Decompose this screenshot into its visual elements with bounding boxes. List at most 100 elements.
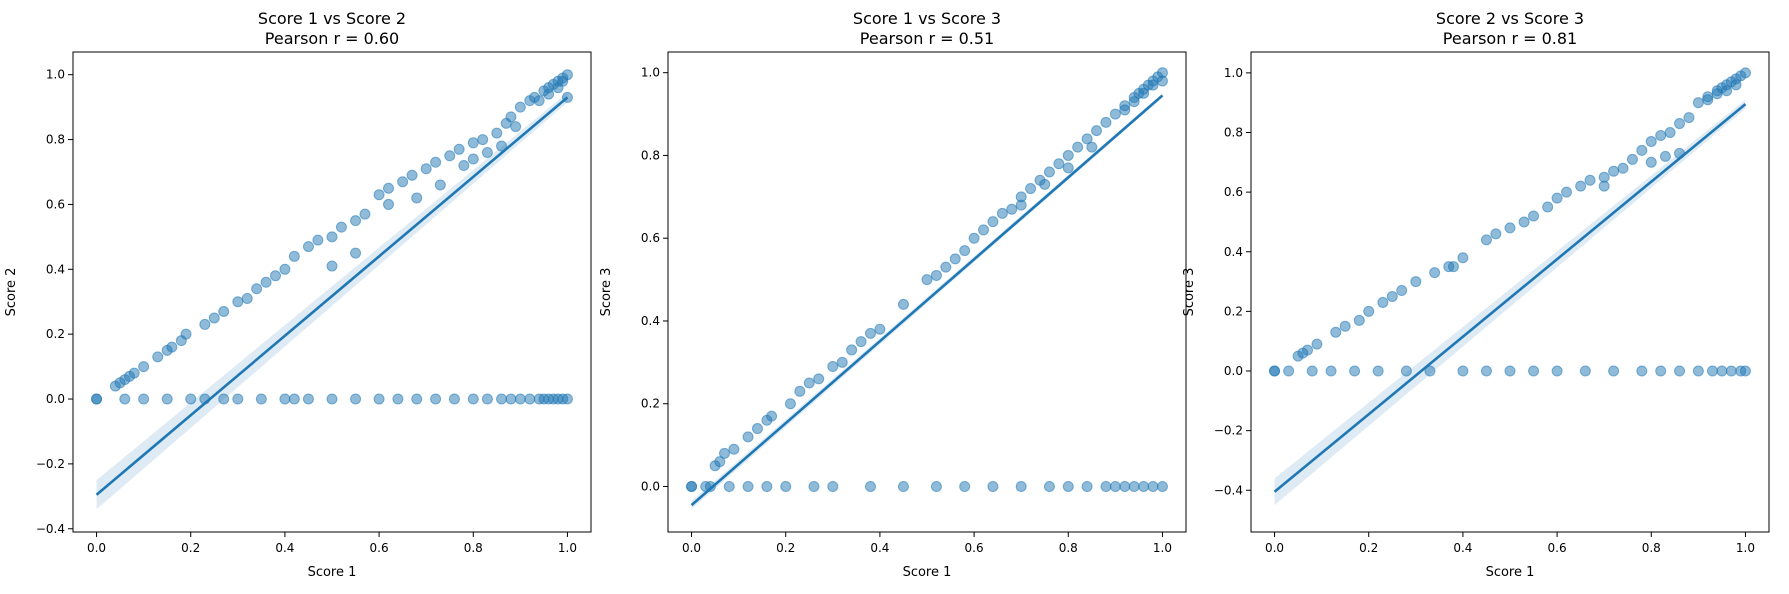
scatter-point: [496, 140, 508, 152]
scatter-point: [794, 385, 806, 397]
x-tick-label: 0.2: [181, 541, 200, 555]
scatter-point: [510, 121, 522, 133]
scatter-point: [1386, 290, 1398, 302]
scatter-point: [1062, 149, 1074, 161]
scatter-point: [1283, 365, 1295, 377]
scatter-point: [1269, 365, 1281, 377]
scatter-point: [1551, 192, 1563, 204]
chart-title: Score 2 vs Score 3: [1436, 9, 1584, 28]
scatter-point: [430, 393, 442, 405]
scatter-point: [1655, 365, 1667, 377]
confidence-band: [1274, 99, 1746, 506]
scatter-point: [1053, 158, 1065, 170]
y-axis-label: Score 2: [4, 268, 19, 317]
scatter-point: [968, 232, 980, 244]
x-tick-label: 0.0: [1265, 541, 1284, 555]
scatter-point: [1716, 365, 1728, 377]
y-axis-label: Score 3: [599, 268, 614, 317]
scatter-point: [1518, 216, 1530, 228]
scatter-point: [1349, 365, 1361, 377]
scatter-point: [897, 480, 909, 492]
scatter-point: [1138, 87, 1150, 99]
scatter-point: [481, 147, 493, 159]
scatter-point: [1043, 166, 1055, 178]
y-tick-label: −0.4: [1214, 483, 1243, 497]
chart-subtitle: Pearson r = 0.51: [860, 29, 994, 48]
scatter-point: [1119, 104, 1131, 116]
scatter-point: [543, 88, 555, 100]
scatter-point: [302, 393, 314, 405]
scatter-point: [467, 137, 479, 149]
chart-panel-3: 0.0 0.2 0.4 0.6 0.8 1.0 −0.4 −0.2 0.0 0.2 0.4 0.6 0.…: [1182, 9, 1770, 580]
scatter-point: [784, 398, 796, 410]
scatter-point: [397, 176, 409, 188]
scatter-point: [864, 327, 876, 339]
scatter-point: [930, 480, 942, 492]
scatter-point: [1400, 365, 1412, 377]
scatter-point: [251, 283, 263, 295]
axes-frame: [72, 51, 592, 533]
scatter-point: [1711, 88, 1723, 100]
scatter-point: [514, 101, 526, 113]
scatter-point: [1551, 365, 1563, 377]
y-tick-label: 0.0: [641, 479, 660, 493]
scatter-point: [827, 360, 839, 372]
scatter-point: [1542, 201, 1554, 213]
scatter-point: [1156, 480, 1168, 492]
scatter-point: [1062, 480, 1074, 492]
scatter-point: [383, 198, 395, 210]
scatter-point: [335, 221, 347, 233]
scatter-point: [1006, 203, 1018, 215]
plot-area: [91, 69, 573, 510]
scatter-point: [496, 393, 508, 405]
x-tick-label: 1.0: [1153, 541, 1172, 555]
scatter-point: [1306, 365, 1318, 377]
scatter-point: [1457, 252, 1469, 264]
scatter-point: [1608, 165, 1620, 177]
scatter-point: [1156, 75, 1168, 87]
scatter-point: [434, 179, 446, 191]
scatter-point: [1480, 234, 1492, 246]
y-tick-label: 0.2: [1224, 304, 1243, 318]
scatter-point: [1100, 480, 1112, 492]
scatter-point: [373, 189, 385, 201]
scatter-point: [218, 393, 230, 405]
scatter-point: [444, 150, 456, 162]
scatter-point: [930, 269, 942, 281]
scatter-point: [1721, 85, 1733, 97]
scatter-point: [1325, 365, 1337, 377]
scatter-point: [1561, 186, 1573, 198]
y-tick-label: −0.2: [1214, 424, 1243, 438]
scatter-point: [288, 250, 300, 262]
scatter-point: [1302, 344, 1314, 356]
regression-line: [1273, 103, 1747, 493]
scatter-point: [279, 263, 291, 275]
scatter-point: [1692, 365, 1704, 377]
scatter-point: [836, 356, 848, 368]
x-axis-label: Score 1: [903, 565, 952, 580]
y-tick-label: 1.0: [46, 68, 65, 82]
scatter-point: [241, 292, 253, 304]
scatter-point: [260, 276, 272, 288]
x-tick-label: 0.2: [776, 541, 795, 555]
scatter-point: [91, 393, 103, 405]
scatter-point: [138, 361, 150, 373]
scatter-point: [728, 443, 740, 455]
scatter-point: [761, 480, 773, 492]
x-axis-label: Score 1: [1486, 565, 1535, 580]
scatter-point: [1730, 79, 1742, 91]
x-tick-label: 0.6: [965, 541, 984, 555]
scatter-point: [1091, 125, 1103, 137]
scatter-point: [1584, 174, 1596, 186]
scatter-point: [864, 480, 876, 492]
axes-frame: [1250, 51, 1770, 533]
scatter-point: [166, 341, 178, 353]
x-tick-label: 0.8: [1642, 541, 1661, 555]
y-tick-label: −0.4: [36, 522, 65, 536]
scatter-point: [959, 480, 971, 492]
x-tick-label: 0.4: [1453, 541, 1472, 555]
y-tick-label: 0.4: [1224, 245, 1243, 259]
scatter-point: [1128, 480, 1140, 492]
